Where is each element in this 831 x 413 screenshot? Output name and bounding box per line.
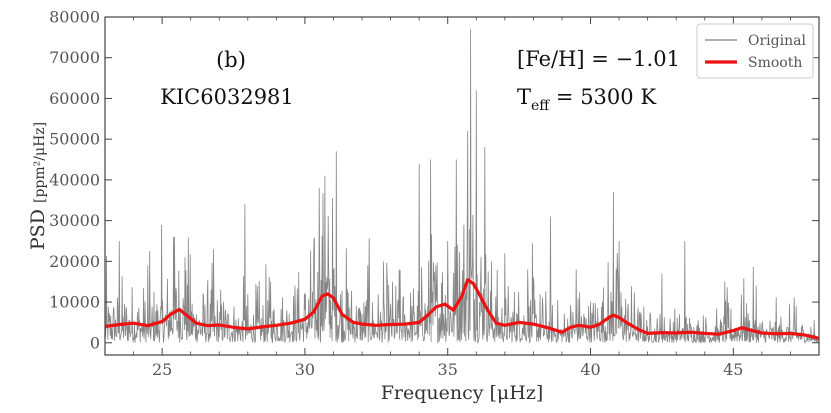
y-tick-label: 30000 — [49, 211, 100, 230]
x-tick-label: 25 — [152, 360, 172, 379]
x-tick-label: 40 — [580, 360, 600, 379]
x-axis-label: Frequency [μHz] — [381, 382, 544, 404]
x-axis-ticks: 25 30 35 40 45 — [104, 17, 820, 379]
original-series-path — [104, 29, 820, 344]
svg-text:PSD [ppm²/μHz]: PSD [ppm²/μHz] — [27, 122, 49, 250]
teff-prefix: T — [517, 85, 531, 109]
legend-label-original: Original — [748, 33, 806, 49]
legend: Original Smooth — [696, 23, 814, 79]
star-id-label: KIC6032981 — [160, 85, 294, 109]
metallicity-label: [Fe/H] = −1.01 — [517, 47, 680, 71]
y-tick-label: 40000 — [49, 170, 100, 189]
smooth-series-path — [104, 278, 820, 340]
y-tick-label: 50000 — [49, 130, 100, 149]
x-tick-label: 35 — [438, 360, 458, 379]
y-axis-label-text: PSD — [27, 209, 49, 250]
teff-label: Teff = 5300 K — [517, 85, 656, 114]
x-tick-label: 45 — [723, 360, 743, 379]
panel-label: (b) — [216, 48, 246, 72]
y-tick-label: 60000 — [49, 89, 100, 108]
teff-subscript: eff — [531, 98, 550, 114]
y-axis-unit: [ppm²/μHz] — [32, 122, 48, 203]
y-tick-label: 20000 — [49, 252, 100, 271]
y-axis-ticks: 0 10000 20000 30000 40000 50000 60000 70000 8000… — [49, 8, 819, 352]
teff-value: = 5300 K — [549, 85, 656, 109]
y-tick-label: 10000 — [49, 293, 100, 312]
plot-frame — [104, 16, 820, 356]
legend-box — [696, 23, 814, 79]
original-series-line — [104, 29, 820, 344]
y-axis-label: PSD [ppm²/μHz] — [27, 122, 49, 250]
x-tick-label: 30 — [295, 360, 315, 379]
y-tick-label: 70000 — [49, 48, 100, 67]
y-tick-label: 0 — [90, 333, 100, 352]
legend-label-smooth: Smooth — [748, 55, 802, 71]
y-tick-label: 80000 — [49, 8, 100, 27]
smooth-series-line — [104, 278, 820, 340]
